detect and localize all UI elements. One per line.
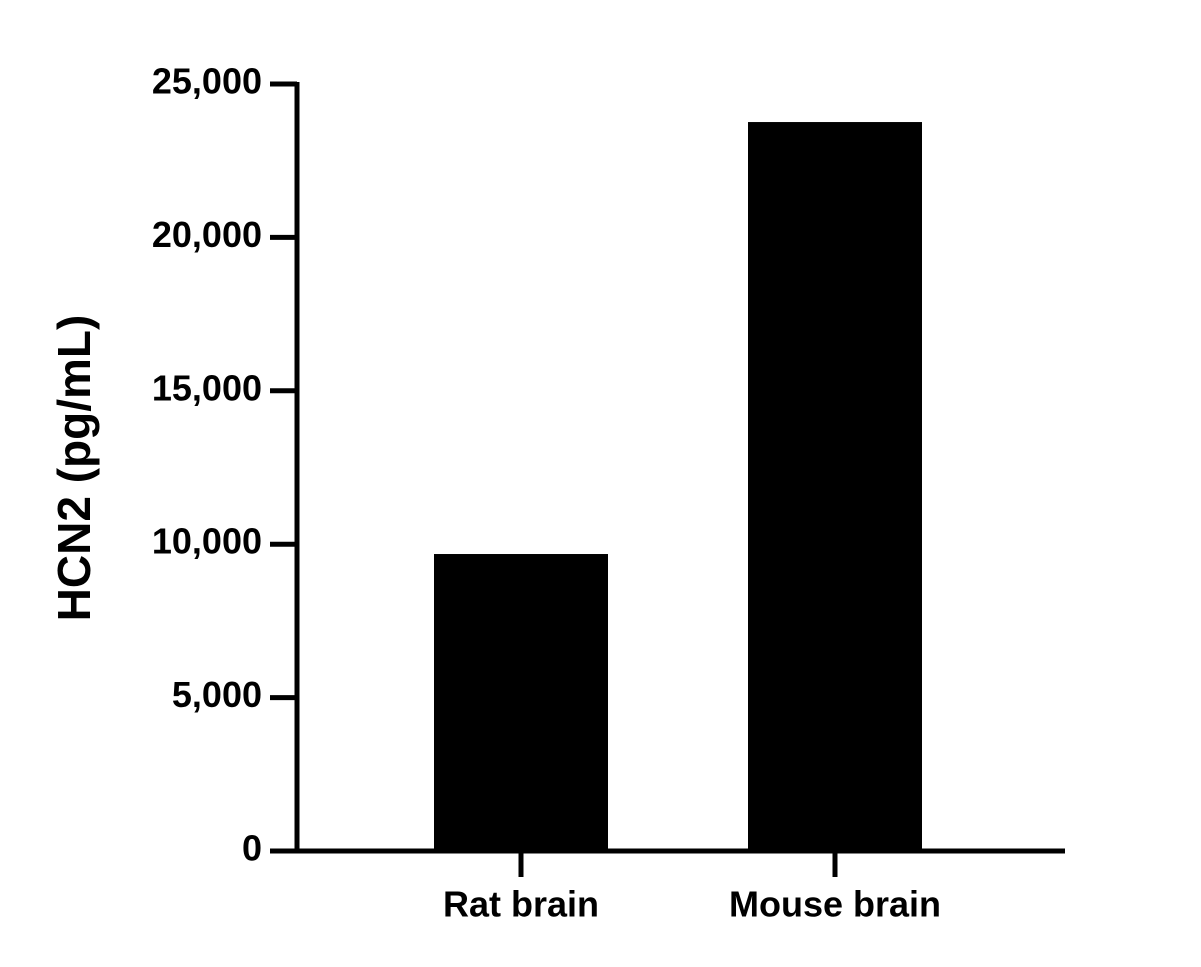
y-tick-label: 5,000: [172, 674, 262, 715]
y-tick-label: 20,000: [152, 214, 262, 255]
bar: [748, 122, 922, 851]
bar: [434, 554, 608, 851]
x-tick-label: Rat brain: [443, 884, 599, 925]
y-tick-label: 10,000: [152, 521, 262, 562]
y-tick-label: 25,000: [152, 61, 262, 102]
y-tick-label: 0: [242, 828, 262, 869]
y-axis-label: HCN2 (pg/mL): [48, 315, 100, 622]
y-tick-label: 15,000: [152, 367, 262, 408]
x-tick-label: Mouse brain: [729, 884, 941, 925]
